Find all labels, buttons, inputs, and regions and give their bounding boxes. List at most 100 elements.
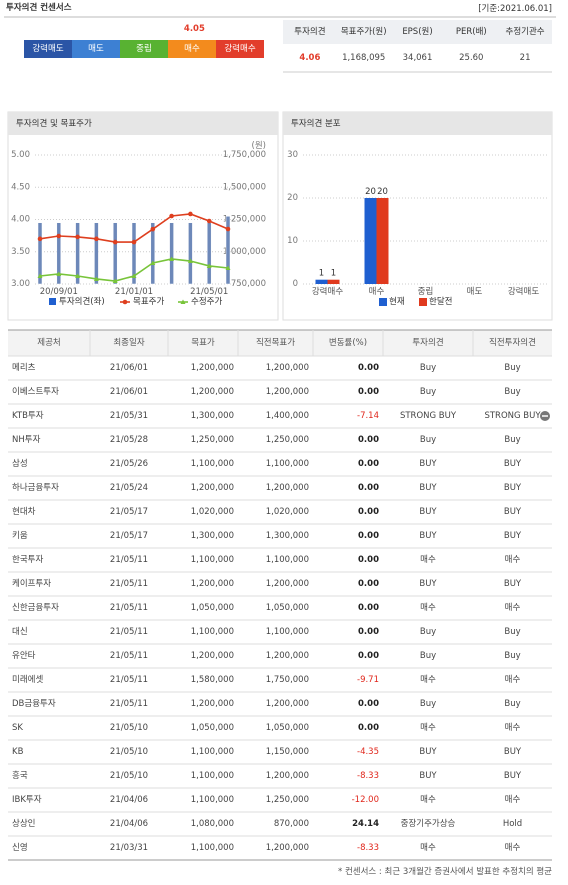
table-cell: 매수 [420,843,436,853]
table-cell: BUY [504,579,522,589]
base-date: [기준:2021.06.01] [478,4,552,14]
bar [327,279,340,284]
table-cell: -12.00 [352,795,379,805]
table-cell: BUY [419,459,437,469]
table-cell: Buy [420,699,436,709]
table-cell: 1,300,000 [191,411,234,421]
table-cell: 1,400,000 [266,411,309,421]
table-cell: 21/05/17 [110,531,148,541]
table-cell: 1,200,000 [266,699,309,709]
line-point [112,278,118,284]
table-cell: Buy [420,435,436,445]
table-cell: 21/05/11 [110,579,148,589]
table-cell: 21/05/28 [110,435,148,445]
table-cell: 0.00 [358,483,379,493]
y-tick-label: 10 [287,236,298,246]
table-cell: SK [12,723,23,733]
y2-unit: (원) [252,141,266,151]
bar [112,222,118,285]
table-cell: Buy [420,627,436,637]
table-cell: BUY [419,579,437,589]
bar [56,222,62,285]
legend-swatch [379,298,387,306]
summary-value: 21 [520,53,531,63]
table-cell: 0.00 [358,603,379,613]
table-cell: 0.00 [358,507,379,517]
table-cell: 유안타 [12,650,36,661]
table-cell: 흥국 [12,770,28,781]
line-point [93,276,99,281]
table-cell: Buy [504,363,520,373]
table-cell: 1,100,000 [191,459,234,469]
table-cell: 1,200,000 [266,387,309,397]
line-point [56,271,62,276]
table-cell: 21/06/01 [110,387,148,397]
table-cell: 대신 [12,627,28,637]
bar [37,222,43,285]
value-label: 1 [331,269,336,279]
y2-tick-label: 1,250,000 [223,215,266,225]
table-cell: 21/05/11 [110,555,148,565]
line-point [131,273,137,279]
table-cell: STRONG BUY [400,411,457,421]
summary-header: 목표주가(원) [341,27,387,37]
x-tick-label: 21/01/01 [115,287,153,297]
gauge-segment [72,40,120,58]
table-cell: 21/04/06 [110,819,148,829]
gauge-segment [120,40,168,58]
y-tick-label: 4.50 [11,182,30,192]
y-tick-label: 20 [287,193,298,203]
bar [131,222,137,285]
table-cell: 21/05/11 [110,651,148,661]
table-cell: 870,000 [274,819,309,829]
table-cell: STRONG BUY [484,411,541,421]
line-point [112,239,118,245]
table-cell: -4.35 [357,747,379,757]
table-cell: 매수 [505,795,521,805]
legend-label: 현재 [389,297,405,307]
table-cell: 신영 [12,842,28,853]
gauge-segment [24,40,72,58]
table-cell: 21/05/26 [110,459,148,469]
table-cell: 0.00 [358,651,379,661]
table-cell: 1,200,000 [266,843,309,853]
panel-header [8,112,278,135]
line-point [187,258,193,264]
table-cell: Buy [504,699,520,709]
summary-header: EPS(원) [402,27,432,37]
table-cell: 21/05/11 [110,627,148,637]
line-point [169,213,174,219]
bar [364,198,377,284]
table-cell: 1,250,000 [266,435,309,445]
table-cell: 1,200,000 [266,771,309,781]
table-cell: 1,200,000 [191,651,234,661]
summary-header: PER(배) [456,27,487,37]
table-cell: Buy [420,387,436,397]
legend-label: 한달전 [429,296,452,307]
y-tick-label: 3.00 [11,279,30,289]
table-cell: Buy [420,363,436,373]
table-header: 직전목표가 [256,337,295,348]
table-cell: 1,100,000 [191,555,234,565]
x-tick-label: 21/05/01 [190,287,228,297]
table-cell: 24.14 [352,819,379,829]
x-tick-label: 매도 [467,287,483,297]
line-point [37,273,43,279]
line-point [150,260,156,265]
legend-label: 목표주가 [133,297,164,307]
bar [150,222,156,285]
value-label: 1 [319,269,324,279]
table-cell: 매수 [420,603,436,613]
table-cell: 1,100,000 [266,555,309,565]
gauge-value: 4.05 [184,24,205,34]
line-point [206,218,212,224]
gauge-label: 강력매도 [32,43,63,54]
table-cell: 메리츠 [12,363,36,373]
y-tick-label: 30 [287,150,298,160]
y-tick-label: 3.50 [11,247,30,257]
table-cell: NH투자 [12,435,41,445]
table-cell: 매수 [505,723,521,733]
table-cell: -8.33 [357,771,379,781]
y-tick-label: 0 [293,279,298,289]
table-cell: 21/05/10 [110,771,148,781]
